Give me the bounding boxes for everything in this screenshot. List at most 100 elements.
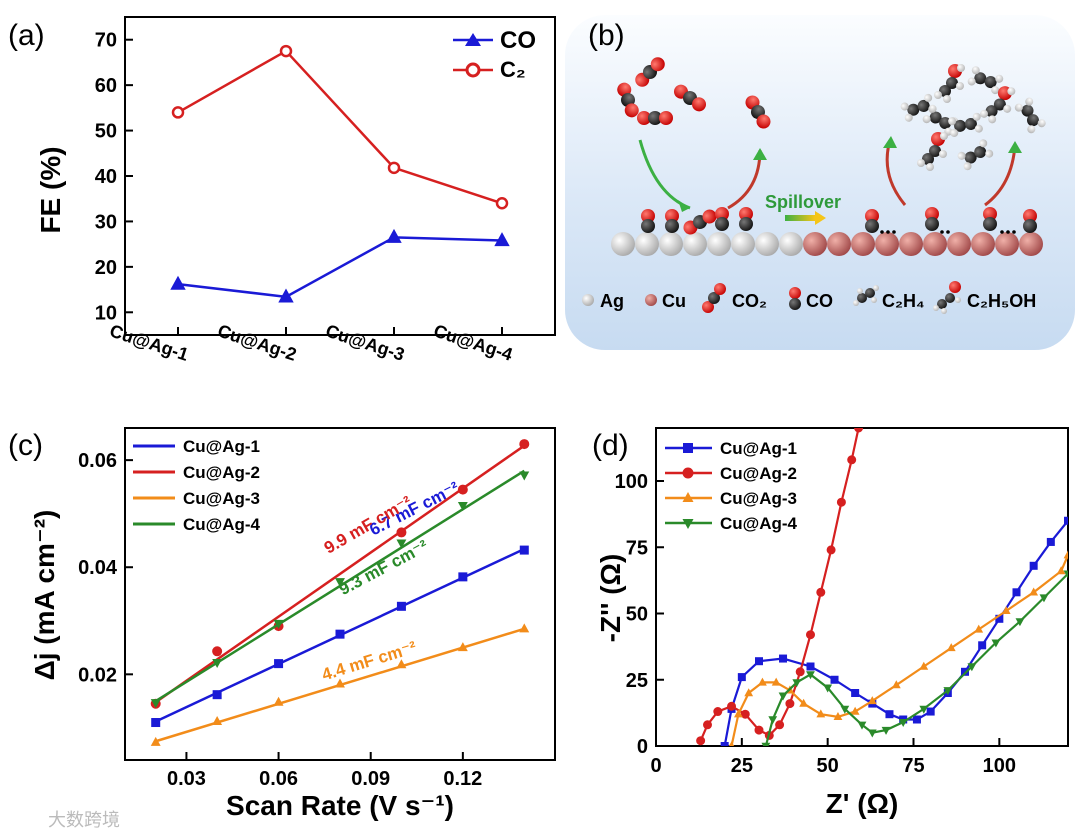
- panel-d-point: [885, 710, 894, 719]
- panel-a-point: [494, 232, 510, 247]
- panel-d-point: [806, 630, 815, 640]
- panel-d-ytick: 100: [615, 471, 648, 493]
- panel-c-label: (c): [8, 429, 43, 462]
- panel-d-point: [995, 614, 1004, 623]
- panel-d-point: [1064, 516, 1068, 525]
- ag-atom: [659, 232, 683, 256]
- panel-d-legend-marker: [683, 443, 693, 453]
- legend-co2-label: CO₂: [732, 291, 767, 311]
- panel-d-point: [734, 709, 743, 718]
- panel-c-point: [457, 484, 468, 495]
- cu-atom: [899, 232, 923, 256]
- cu-atom: [995, 232, 1019, 256]
- panel-a-legend: CO C₂: [453, 27, 536, 82]
- ag-atom: [611, 232, 635, 256]
- panel-d-point: [744, 688, 754, 697]
- panel-d-xtick: 0: [650, 755, 661, 777]
- co-molecule: [865, 209, 879, 233]
- panel-d-legend: Cu@Ag-1 Cu@Ag-2 Cu@Ag-3 Cu@Ag-4: [665, 439, 798, 533]
- legend-co2-molecule: [702, 283, 726, 313]
- panel-c-point: [396, 527, 407, 538]
- panel-d-point: [792, 679, 802, 688]
- panel-d-point: [720, 742, 729, 746]
- panel-a-ytick: 20: [95, 257, 117, 279]
- panel-d-xtick: 75: [902, 755, 924, 777]
- legend-c2-marker: [465, 62, 481, 78]
- catalyst-surface: [611, 232, 1043, 256]
- panel-a-point: [387, 161, 401, 175]
- panel-d-point: [778, 692, 788, 701]
- panel-d-point: [1039, 594, 1049, 603]
- panel-c-frame: [124, 427, 556, 761]
- legend-cu-atom: [645, 294, 657, 306]
- ag-atom: [683, 232, 707, 256]
- legend-co-label-b: CO: [806, 291, 833, 311]
- panel-a-point: [495, 197, 509, 210]
- panel-b-label: (b): [588, 19, 625, 52]
- panel-a-frame: [124, 16, 556, 336]
- panel-d-point: [713, 707, 723, 717]
- legend-ag-label: Ag: [600, 291, 624, 311]
- panel-d-point: [991, 639, 1001, 648]
- panel-c-point: [212, 646, 223, 657]
- ag-atom: [755, 232, 779, 256]
- ag-atom: [731, 232, 755, 256]
- panel-d-point: [785, 699, 795, 709]
- panel-c-point: [519, 545, 529, 555]
- panel-a-ytick: 40: [95, 166, 117, 188]
- panel-d-legend-label: Cu@Ag-2: [720, 464, 797, 483]
- adsorbed-molecules: [617, 57, 1046, 235]
- panel-d-point: [758, 677, 767, 686]
- panel-d-point: [737, 673, 746, 682]
- panel-c-point: [273, 619, 284, 629]
- watermark: 大数跨境: [48, 810, 120, 830]
- panel-d-point: [755, 657, 763, 666]
- cu-atom: [923, 232, 947, 256]
- panel-d-point: [799, 698, 809, 707]
- panel-d-point: [806, 662, 815, 671]
- panel-d-point: [795, 667, 805, 677]
- panel-d-point: [847, 455, 857, 465]
- panel-d-point: [1063, 550, 1068, 559]
- panel-c-ytick: 0.06: [78, 450, 117, 472]
- panel-c-point: [212, 690, 222, 700]
- panel-d-point: [919, 705, 929, 714]
- panel-d-point: [830, 675, 839, 684]
- spillover-arrow: [815, 211, 826, 225]
- panel-c-point: [519, 471, 530, 481]
- panel-d-line: [699, 428, 860, 742]
- ag-atom: [707, 232, 731, 256]
- panel-d-point: [696, 736, 706, 746]
- panel-d-chart: (d) 0 25 50 75 100 0 25 50 75 100 -Z'' (Ω) Z' (Ω)…: [592, 427, 1069, 819]
- panel-c-chart: (c) 0.03 0.06 0.09 0.120.020.040.06 6.7 mF …: [8, 427, 556, 821]
- ag-atom: [779, 232, 803, 256]
- panel-d-legend-marker: [682, 519, 694, 529]
- c2h5oh-molecule: [917, 132, 948, 171]
- panel-d-point: [826, 545, 836, 555]
- panel-d-point: [926, 707, 935, 716]
- cu-atom: [803, 232, 827, 256]
- cu-atom: [851, 232, 875, 256]
- panel-c-point: [335, 629, 345, 639]
- legend-co-label: CO: [500, 27, 536, 54]
- spillover-label: Spillover: [765, 192, 841, 212]
- legend-cu-label: Cu: [662, 291, 686, 311]
- panel-c-point: [151, 718, 161, 728]
- panel-d-xlabel: Z' (Ω): [826, 788, 899, 819]
- panel-c-point: [457, 642, 468, 652]
- schematic-legend: Ag Cu CO₂ CO C₂H₄ C₂H₅OH: [582, 281, 1036, 314]
- panel-d-ytick: 0: [637, 736, 648, 758]
- legend-c2h4-label: C₂H₄: [882, 291, 925, 311]
- panel-b-schematic: (b) Spillover Ag Cu CO₂ CO: [565, 15, 1075, 350]
- co2-molecule: [637, 111, 673, 125]
- panel-d-label: (d): [592, 429, 629, 462]
- panel-c-xtick: 0.06: [259, 768, 298, 790]
- panel-d-xtick: 25: [731, 755, 753, 777]
- panel-d-point: [1063, 570, 1068, 579]
- panel-d-point: [1046, 537, 1055, 546]
- legend-co-molecule: [789, 287, 801, 310]
- co2-molecule: [683, 209, 717, 235]
- panel-d-point: [974, 624, 984, 633]
